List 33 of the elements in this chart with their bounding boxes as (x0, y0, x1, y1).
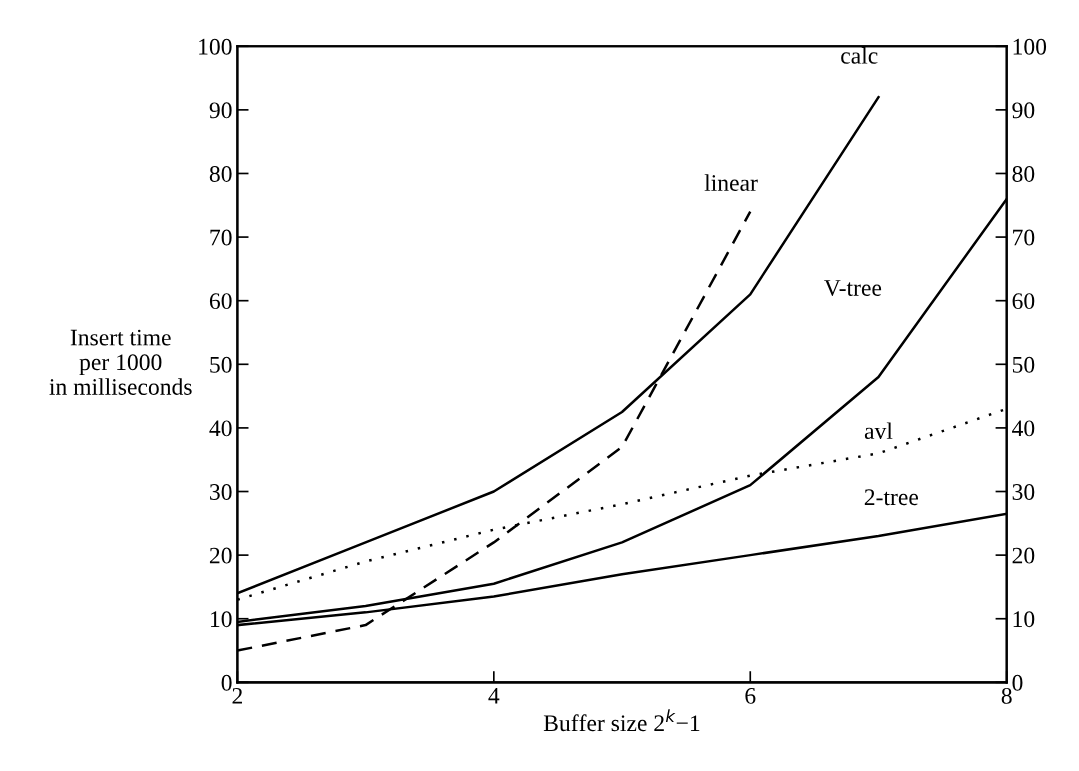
y-tick-label: 90 (209, 102, 232, 119)
y2-tick-label: 70 (1013, 229, 1035, 246)
y-tick-label: 40 (209, 420, 232, 437)
y2-tick-label: 30 (1012, 484, 1035, 500)
y2-tick-label: 60 (1012, 293, 1035, 310)
y2-tick-label: 10 (1013, 611, 1035, 628)
y2-tick-label: 20 (1012, 547, 1035, 564)
y-tick-label: 30 (210, 484, 232, 500)
x-tick-label: 6 (745, 687, 756, 704)
series-label: linear (704, 174, 758, 191)
series-label: calc (841, 47, 878, 64)
y2-tick-label: 90 (1012, 102, 1035, 119)
x-tick-label: 2 (232, 687, 242, 704)
y2-tick-label: 50 (1012, 356, 1035, 373)
series-label: V-tree (824, 280, 882, 297)
y-tick-label: 20 (209, 547, 232, 564)
x-axis-title: Buffer size 2$^{k}$−1 (543, 709, 700, 732)
y-tick-label: 10 (210, 611, 232, 628)
y-tick-label: 70 (210, 229, 232, 246)
y-tick-label: 50 (210, 356, 232, 373)
series-label: 2-tree (864, 489, 919, 506)
x-tick-label: 8 (1001, 687, 1012, 704)
y-tick-label: 60 (209, 293, 232, 310)
y-tick-label: 80 (209, 165, 232, 182)
y2-tick-label: 100 (1013, 38, 1047, 55)
y-axis-title: Insert time per 1000 in milliseconds (49, 329, 192, 395)
y2-tick-label: 0 (1012, 674, 1023, 691)
y-tick-label: 0 (221, 674, 232, 691)
y2-tick-label: 40 (1012, 420, 1035, 437)
y-tick-label: 100 (199, 38, 232, 55)
x-tick-label: 4 (488, 688, 500, 704)
y2-tick-label: 80 (1012, 165, 1035, 182)
series-label: avl (864, 422, 893, 440)
